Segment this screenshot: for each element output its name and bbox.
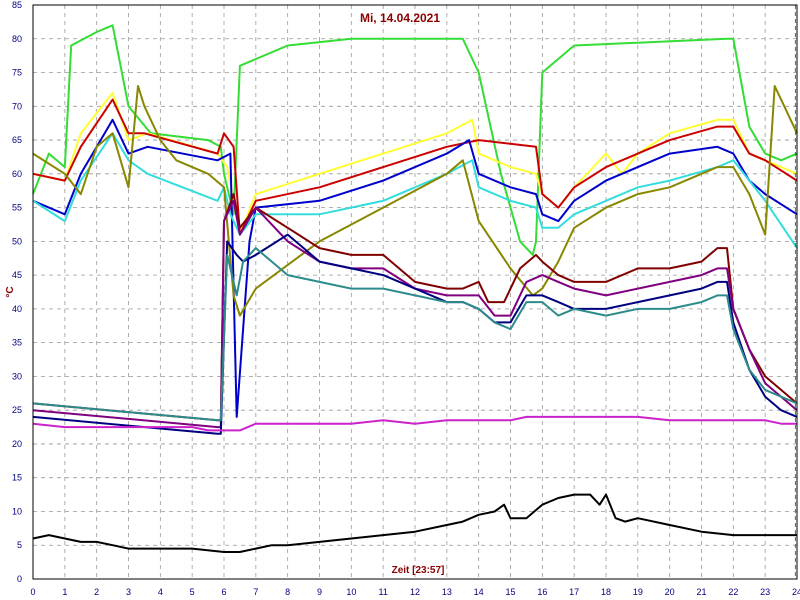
y-axis-label: °C — [5, 286, 16, 297]
x-tick-label: 17 — [569, 587, 579, 597]
x-tick-label: 6 — [221, 587, 226, 597]
y-tick-label: 50 — [12, 236, 22, 246]
series-line-11 — [32, 415, 797, 432]
series-line-10 — [32, 247, 798, 422]
y-tick-label: 25 — [12, 405, 22, 415]
y-tick-label: 15 — [12, 473, 22, 483]
y-tick-label: 20 — [12, 439, 22, 449]
x-tick-label: 20 — [665, 587, 675, 597]
x-tick-label: 12 — [410, 587, 420, 597]
x-tick-label: 4 — [158, 587, 163, 597]
x-tick-label: 13 — [442, 587, 452, 597]
x-tick-label: 24 — [792, 587, 800, 597]
x-tick-label: 5 — [190, 587, 195, 597]
series-line-1 — [32, 24, 798, 256]
y-tick-label: 75 — [12, 68, 22, 78]
y-tick-label: 65 — [12, 135, 22, 145]
x-tick-label: 7 — [253, 587, 258, 597]
y-tick-label: 5 — [17, 540, 22, 550]
y-tick-label: 55 — [12, 203, 22, 213]
x-axis-label: Zeit [23:57] — [392, 565, 445, 576]
y-tick-label: 30 — [12, 371, 22, 381]
y-tick-label: 60 — [12, 169, 22, 179]
axis-ticks: 0 1 2 3 4 5 6 7 8 9 10 11 12 13 14 15 16 17 18 19 20 21 22 23 24… — [12, 0, 800, 597]
x-tick-label: 2 — [94, 587, 99, 597]
series-line-6 — [32, 85, 798, 317]
plot-frame — [32, 4, 798, 580]
x-tick-label: 22 — [728, 587, 738, 597]
series-line-2 — [32, 91, 798, 236]
x-tick-label: 21 — [696, 587, 706, 597]
x-tick-label: 9 — [317, 587, 322, 597]
y-tick-label: 10 — [12, 506, 22, 516]
x-tick-label: 1 — [62, 587, 67, 597]
y-tick-label: 0 — [17, 574, 22, 584]
series-line-8 — [32, 199, 798, 429]
x-tick-label: 3 — [126, 587, 131, 597]
y-tick-label: 80 — [12, 34, 22, 44]
x-tick-label: 8 — [285, 587, 290, 597]
y-tick-label: 35 — [12, 338, 22, 348]
series-line-4 — [32, 118, 798, 418]
series-line-5 — [32, 132, 798, 249]
x-tick-label: 19 — [633, 587, 643, 597]
series-line-7 — [32, 193, 798, 422]
x-tick-label: 11 — [378, 587, 387, 597]
x-tick-label: 23 — [760, 587, 770, 597]
x-tick-label: 16 — [537, 587, 547, 597]
y-tick-label: 45 — [12, 270, 22, 280]
series-line-12 — [32, 493, 797, 553]
x-tick-label: 0 — [30, 587, 35, 597]
x-tick-label: 18 — [601, 587, 611, 597]
x-tick-label: 15 — [505, 587, 515, 597]
y-tick-label: 85 — [12, 0, 22, 10]
x-tick-label: 10 — [346, 587, 356, 597]
x-tick-label: 14 — [474, 587, 484, 597]
y-tick-label: 40 — [12, 304, 22, 314]
chart-series-group — [32, 24, 798, 553]
chart-title: Mi, 14.04.2021 — [360, 11, 440, 25]
y-tick-label: 70 — [12, 101, 22, 111]
